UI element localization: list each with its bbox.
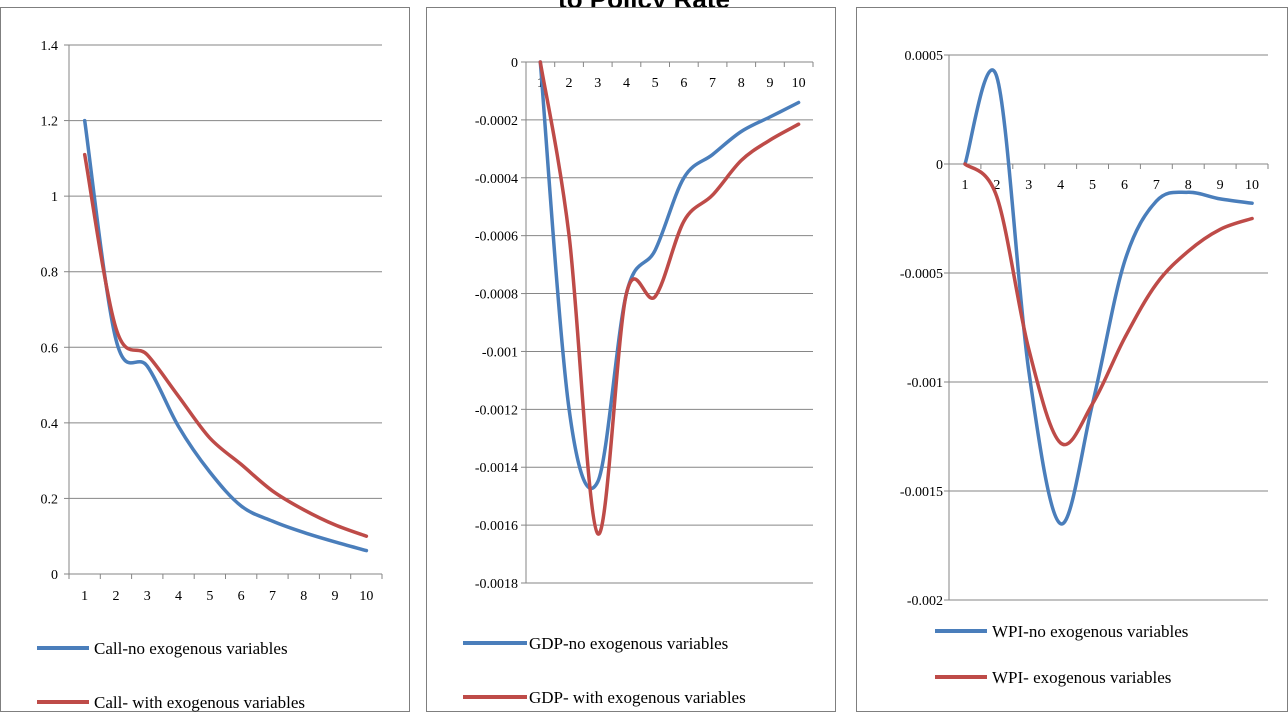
y-tick-label: 0 (51, 568, 58, 583)
y-tick-label: -0.001 (907, 376, 943, 391)
x-tick-label: 9 (1217, 178, 1224, 193)
x-tick-label: 10 (359, 589, 373, 604)
y-tick-label: 1 (51, 190, 58, 205)
series-line-2 (85, 155, 367, 537)
x-tick-label: 10 (1245, 178, 1259, 193)
y-tick-label: -0.0006 (475, 230, 518, 245)
y-tick-label: 0 (936, 158, 943, 173)
y-tick-label: -0.002 (907, 594, 943, 609)
x-tick-label: 6 (680, 76, 687, 91)
x-tick-label: 8 (738, 76, 745, 91)
y-tick-label: 0.0005 (905, 49, 944, 64)
x-tick-label: 2 (112, 589, 119, 604)
y-tick-label: 0.4 (41, 417, 59, 432)
y-tick-label: 0.6 (41, 341, 59, 356)
legend-label-2: GDP- with exogenous variables (529, 688, 746, 707)
x-tick-label: 3 (594, 76, 601, 91)
x-tick-label: 2 (566, 76, 573, 91)
x-tick-label: 5 (652, 76, 659, 91)
x-tick-label: 5 (206, 589, 213, 604)
series-line-1 (540, 62, 798, 488)
y-tick-label: -0.0014 (475, 461, 518, 476)
y-tick-label: -0.0008 (475, 288, 518, 303)
y-tick-label: -0.0016 (475, 519, 518, 534)
series-line-1 (965, 70, 1252, 524)
y-tick-label: 1.4 (41, 39, 59, 54)
legend-label-2: Call- with exogenous variables (94, 693, 305, 712)
series-line-1 (85, 121, 367, 551)
chart-panel-call: 0 0.2 0.4 0.6 0.8 1 1.2 1.4 1 2 3 4 5 6 7 8 9 10 Call-no e… (0, 7, 410, 712)
x-tick-label: 4 (175, 589, 182, 604)
y-tick-label: -0.0018 (475, 577, 518, 592)
chart-gdp-svg: 0 -0.0002 -0.0004 -0.0006 -0.0008 -0.001 -0.00… (427, 8, 837, 713)
x-tick-label: 6 (238, 589, 245, 604)
y-tick-label: 1.2 (41, 115, 59, 130)
chart-panel-gdp: 0 -0.0002 -0.0004 -0.0006 -0.0008 -0.001 -0.00… (426, 7, 836, 712)
legend-label-1: Call-no exogenous variables (94, 639, 288, 658)
y-tick-label: -0.0012 (475, 403, 518, 418)
y-tick-label: -0.001 (482, 345, 518, 360)
x-tick-label: 7 (1153, 178, 1160, 193)
y-tick-label: -0.0002 (475, 114, 518, 129)
x-tick-label: 1 (961, 178, 968, 193)
y-tick-label: -0.0015 (900, 485, 943, 500)
series-line-2 (965, 164, 1252, 445)
chart-call-svg: 0 0.2 0.4 0.6 0.8 1 1.2 1.4 1 2 3 4 5 6 7 8 9 10 Call-no e… (1, 8, 411, 713)
x-tick-label: 8 (300, 589, 307, 604)
legend-label-1: GDP-no exogenous variables (529, 634, 728, 653)
y-tick-label: -0.0004 (475, 172, 518, 187)
x-tick-label: 1 (81, 589, 88, 604)
x-tick-label: 3 (144, 589, 151, 604)
x-tick-label: 6 (1121, 178, 1128, 193)
y-tick-label: 0 (511, 56, 518, 71)
y-tick-label: 0.2 (41, 492, 59, 507)
y-tick-label: -0.0005 (900, 267, 943, 282)
x-tick-label: 9 (332, 589, 339, 604)
x-tick-label: 7 (709, 76, 716, 91)
legend-label-1: WPI-no exogenous variables (992, 622, 1188, 641)
x-tick-label: 4 (623, 76, 630, 91)
x-tick-label: 4 (1057, 178, 1064, 193)
x-tick-label: 5 (1089, 178, 1096, 193)
y-tick-label: 0.8 (41, 266, 59, 281)
x-tick-label: 9 (766, 76, 773, 91)
x-tick-label: 10 (792, 76, 806, 91)
legend-label-2: WPI- exogenous variables (992, 668, 1171, 687)
x-tick-label: 3 (1025, 178, 1032, 193)
x-tick-label: 7 (269, 589, 276, 604)
